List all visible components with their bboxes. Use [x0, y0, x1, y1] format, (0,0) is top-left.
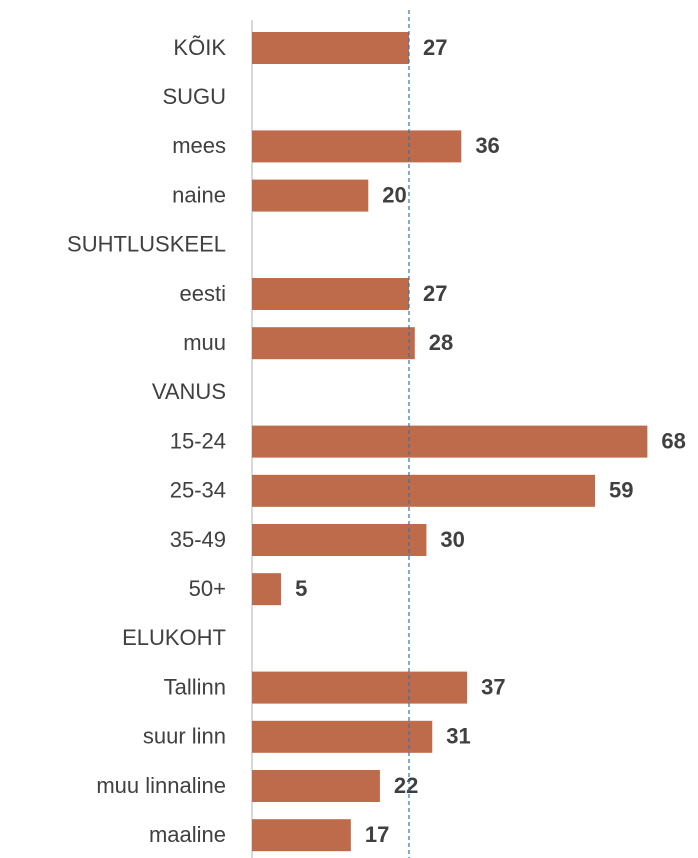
category-label: maaline	[149, 822, 226, 847]
category-label: 50+	[189, 576, 226, 601]
bar	[252, 32, 409, 64]
value-label: 31	[446, 724, 470, 749]
bar	[252, 720, 433, 753]
category-label: mees	[172, 133, 226, 158]
bar	[252, 130, 462, 163]
value-label: 36	[475, 133, 499, 158]
category-label: eesti	[180, 281, 226, 306]
category-label: SUGU	[162, 84, 226, 109]
category-label: SUHTLUSKEEL	[67, 232, 226, 257]
bar	[252, 474, 596, 507]
category-label: naine	[172, 182, 226, 207]
bar	[252, 770, 380, 802]
bar	[252, 327, 415, 360]
value-label: 68	[661, 428, 685, 453]
category-label: KÕIK	[173, 35, 226, 60]
category-label: muu linnaline	[96, 773, 226, 798]
bar	[252, 671, 468, 704]
value-label: 27	[423, 281, 447, 306]
category-label: ELUKOHT	[122, 625, 226, 650]
bar	[252, 278, 409, 310]
value-label: 28	[429, 330, 453, 355]
value-label: 22	[394, 773, 418, 798]
category-label: suur linn	[143, 724, 226, 749]
category-label: 15-24	[170, 428, 226, 453]
bar	[252, 819, 351, 852]
category-label: VANUS	[152, 379, 226, 404]
value-label: 27	[423, 35, 447, 60]
value-label: 37	[481, 674, 505, 699]
bar	[252, 573, 282, 606]
category-label: 25-34	[170, 478, 226, 503]
bar	[252, 179, 369, 212]
value-label: 59	[609, 478, 633, 503]
value-label: 17	[365, 822, 389, 847]
value-label: 5	[295, 576, 307, 601]
category-label: Tallinn	[164, 674, 226, 699]
category-label: muu	[183, 330, 226, 355]
value-label: 20	[382, 182, 406, 207]
category-label: 35-49	[170, 527, 226, 552]
value-label: 30	[440, 527, 464, 552]
bar	[252, 524, 427, 556]
bar	[252, 425, 648, 458]
